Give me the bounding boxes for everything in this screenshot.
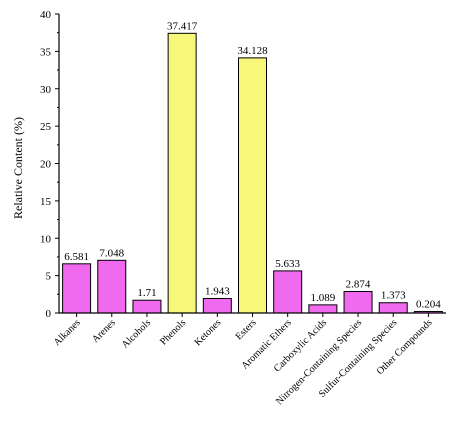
x-tick-label: Esters: [234, 317, 259, 342]
bar-value-label: 1.373: [381, 290, 406, 302]
x-tick-label: Arenes: [90, 317, 118, 345]
bar-value-label: 1.71: [137, 287, 156, 299]
bar-aromatic-ethers: [273, 270, 303, 314]
y-tick-label: 10: [40, 233, 52, 245]
bar-ketones: [202, 297, 232, 314]
bar-alcohols: [132, 299, 162, 314]
y-tick-label: 15: [40, 196, 52, 208]
y-tick-label: 25: [40, 121, 52, 133]
bars-layer: [62, 32, 443, 314]
y-tick-label: 40: [40, 9, 52, 21]
y-ticks-layer: 0 5 10 15 20 25 30 35 40: [40, 9, 59, 320]
bar-nitrogen-containing-species: [343, 291, 373, 314]
bar-value-label: 0.204: [416, 298, 441, 310]
bar-value-label: 34.128: [237, 45, 268, 57]
bar-value-label: 6.581: [64, 251, 89, 263]
y-tick-label: 30: [40, 84, 52, 96]
bar-value-label: 5.633: [275, 258, 300, 270]
y-tick-label: 35: [40, 46, 52, 58]
x-tick-label: Alcohols: [120, 317, 153, 350]
y-tick-label: 0: [46, 308, 52, 320]
bar-alkanes: [62, 263, 92, 314]
x-tick-label: Alkanes: [52, 317, 83, 348]
y-axis-title: Relative Content (%): [11, 117, 25, 219]
bar-value-label: 1.943: [205, 285, 230, 297]
bar-value-label: 1.089: [310, 292, 335, 304]
bar-esters: [238, 57, 267, 314]
bar-value-label: 7.048: [99, 247, 124, 259]
bar-value-label: 2.874: [346, 279, 371, 291]
bar-phenols: [167, 32, 197, 314]
bar-value-label: 37.417: [167, 20, 198, 32]
bar-carboxylic-acids: [308, 304, 338, 314]
y-tick-label: 20: [40, 159, 52, 171]
x-tick-label: Phenols: [158, 317, 188, 347]
x-tick-label: Ketones: [192, 317, 223, 348]
y-tick-label: 5: [46, 271, 52, 283]
bar-sulfur-containing-species: [378, 302, 408, 314]
bar-arenes: [97, 259, 127, 314]
x-labels-layer: Alkanes Arenes Alcohols Phenols Ketones Ester…: [52, 317, 435, 407]
value-labels-layer: 6.581 7.048 1.71 37.417 1.943 34.128 5.633 1.08…: [64, 20, 441, 310]
